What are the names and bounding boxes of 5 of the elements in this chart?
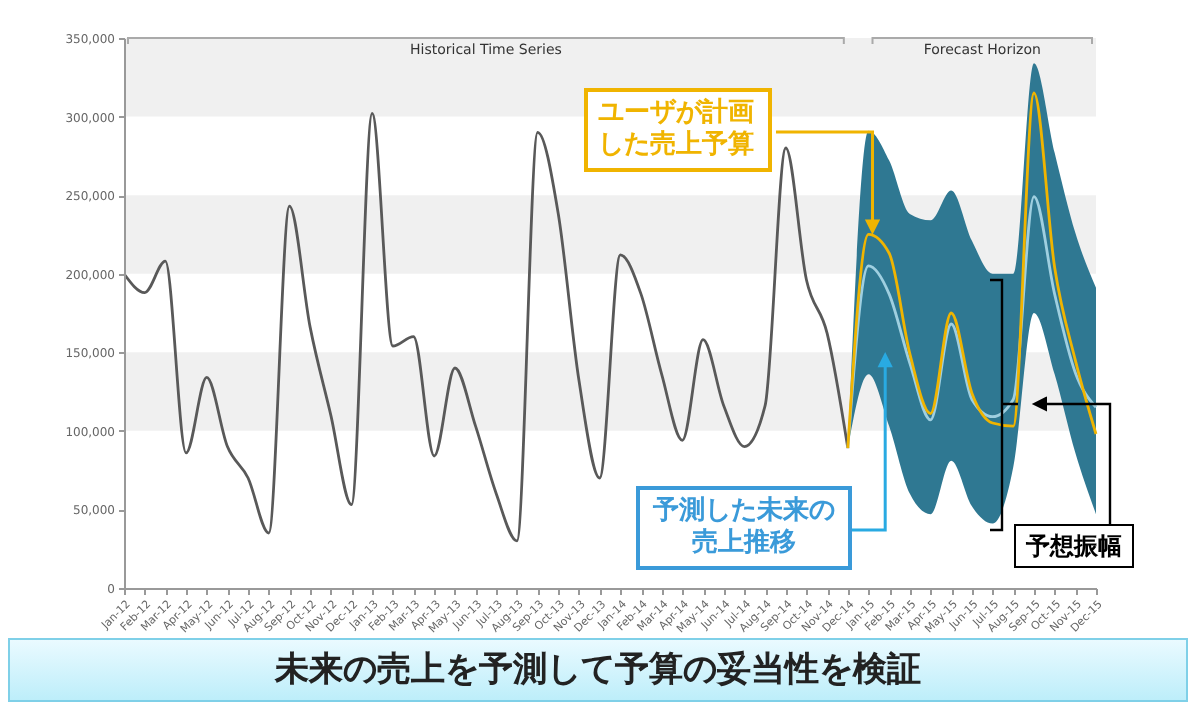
line-series	[846, 91, 1098, 450]
text: 未来の売上を予測して予算の妥当性を検証	[8, 638, 1188, 702]
annotation: 予測した未来の売上推移	[636, 486, 852, 570]
annotation: 予想振幅	[1014, 524, 1134, 568]
annotation: ユーザが計画した売上予算	[584, 88, 772, 172]
